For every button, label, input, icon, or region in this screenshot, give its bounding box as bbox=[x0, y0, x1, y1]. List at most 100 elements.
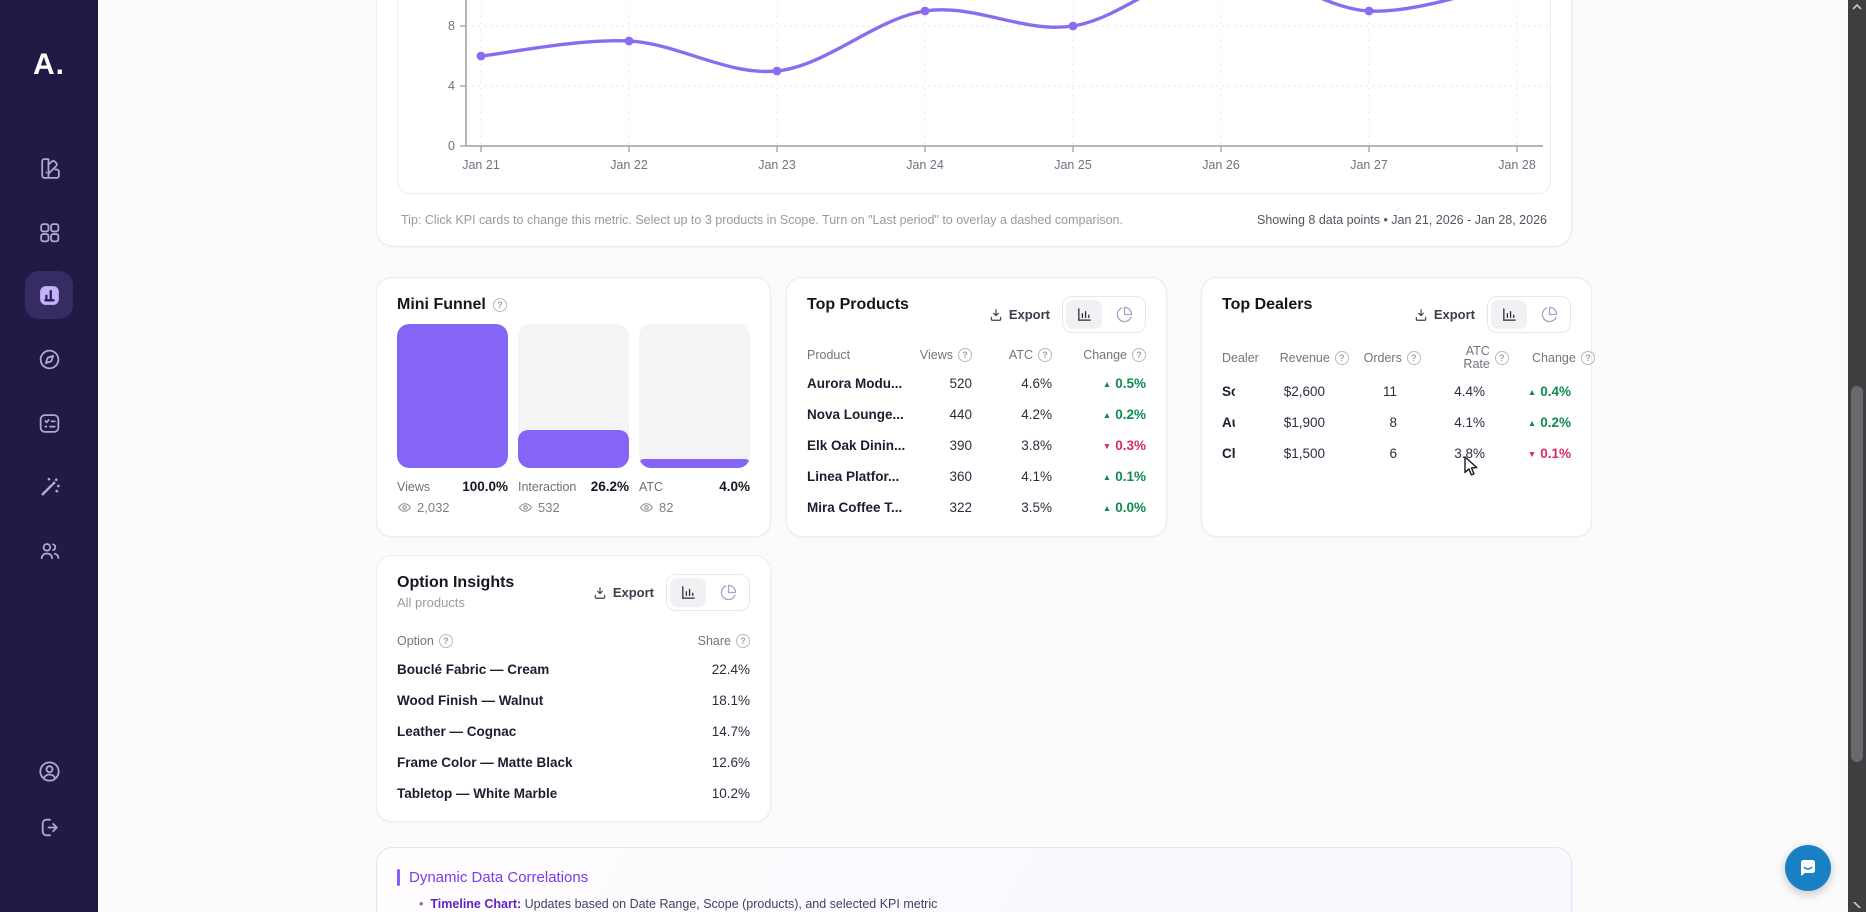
swatchbook-icon bbox=[40, 157, 60, 179]
option-name: Leather — Cognac bbox=[397, 724, 517, 739]
scroll-up-arrow[interactable] bbox=[1848, 0, 1866, 14]
option-insights-card: Option Insights All products Export bbox=[376, 555, 771, 822]
atc-value: 4.1% bbox=[1021, 469, 1052, 484]
eye-icon bbox=[518, 503, 533, 512]
export-button[interactable]: Export bbox=[593, 585, 654, 600]
help-icon[interactable] bbox=[1406, 351, 1421, 365]
help-icon[interactable] bbox=[1132, 348, 1146, 362]
table-row[interactable]: Chicago ... $1,500 6 3.8% ▼0.1% bbox=[1222, 438, 1571, 469]
table-header: Option Share bbox=[397, 628, 750, 654]
table-row[interactable]: Frame Color — Matte Black 12.6% bbox=[397, 747, 750, 778]
table-header: Product Views ATC Change bbox=[807, 342, 1146, 368]
top-products-title: Top Products bbox=[807, 296, 909, 313]
table-row[interactable]: Aurora Modu... 520 4.6% ▲ 0.5% bbox=[807, 368, 1146, 399]
table-row[interactable]: SoCal Ho... $2,600 11 4.4% ▲0.4% bbox=[1222, 376, 1571, 407]
change-value: ▼ 0.3% bbox=[1102, 438, 1146, 453]
pie-view-button[interactable] bbox=[710, 578, 746, 607]
table-row[interactable]: Mira Coffee T... 322 3.5% ▲ 0.0% bbox=[807, 492, 1146, 523]
help-icon[interactable] bbox=[1334, 351, 1349, 365]
top-products-card: Top Products Export bbox=[786, 277, 1167, 537]
table-row[interactable]: Bouclé Fabric — Cream 22.4% bbox=[397, 654, 750, 685]
mini-funnel-title: Mini Funnel bbox=[397, 296, 750, 314]
scrollbar-thumb[interactable] bbox=[1851, 386, 1863, 762]
svg-text:Jan 26: Jan 26 bbox=[1202, 158, 1240, 172]
sidebar-item-tasks[interactable] bbox=[25, 399, 73, 447]
sidebar-item-analytics-active[interactable] bbox=[25, 271, 73, 319]
triangle-up-icon: ▲ bbox=[1527, 418, 1537, 428]
scroll-down-arrow[interactable] bbox=[1848, 898, 1866, 912]
compass-icon bbox=[39, 349, 59, 369]
svg-text:Jan 28: Jan 28 bbox=[1498, 158, 1536, 172]
pie-chart-icon bbox=[1116, 306, 1132, 323]
export-button[interactable]: Export bbox=[989, 307, 1050, 322]
help-icon[interactable] bbox=[1494, 351, 1509, 365]
grid-icon bbox=[39, 222, 59, 242]
bar-view-button[interactable] bbox=[1066, 300, 1102, 329]
bar-view-button[interactable] bbox=[670, 578, 706, 607]
funnel-stage-label: Views bbox=[397, 480, 431, 494]
option-insights-table: Option Share Bouclé Fabric — Cream 22.4% W… bbox=[397, 628, 750, 809]
sidebar-item-explore[interactable] bbox=[25, 335, 73, 383]
download-icon bbox=[990, 308, 1002, 321]
funnel-stage-stats: Interaction 26.2% 532 bbox=[518, 479, 629, 515]
export-button[interactable]: Export bbox=[1414, 307, 1475, 322]
sidebar-item-profile[interactable] bbox=[25, 747, 73, 795]
help-icon[interactable] bbox=[958, 348, 972, 362]
option-insights-title: Option Insights bbox=[397, 574, 515, 591]
correlations-card: Dynamic Data Correlations • Timeline Char… bbox=[376, 847, 1572, 912]
triangle-down-icon: ▼ bbox=[1102, 441, 1112, 451]
checklist-icon bbox=[39, 413, 59, 433]
product-name: Linea Platfor... bbox=[807, 469, 900, 484]
chart-type-toggle bbox=[666, 574, 750, 611]
help-icon[interactable] bbox=[1038, 348, 1052, 362]
bar-chart-icon bbox=[39, 285, 59, 305]
user-circle-icon bbox=[38, 760, 60, 782]
sidebar-item-design[interactable] bbox=[25, 144, 73, 192]
accent-bar bbox=[397, 869, 400, 886]
pie-view-button[interactable] bbox=[1531, 300, 1567, 329]
revenue-value: $1,900 bbox=[1283, 415, 1325, 430]
atc-rate-value: 4.1% bbox=[1454, 415, 1485, 430]
table-row[interactable]: Nova Lounge... 440 4.2% ▲ 0.2% bbox=[807, 399, 1146, 430]
help-icon[interactable] bbox=[1580, 351, 1595, 365]
table-row[interactable]: Linea Platfor... 360 4.1% ▲ 0.1% bbox=[807, 461, 1146, 492]
sidebar-item-dashboard[interactable] bbox=[25, 208, 73, 256]
pie-chart-icon bbox=[1541, 306, 1557, 323]
triangle-up-icon: ▲ bbox=[1102, 410, 1112, 420]
table-row[interactable]: Elk Oak Dinin... 390 3.8% ▼ 0.3% bbox=[807, 430, 1146, 461]
bar-view-button[interactable] bbox=[1491, 300, 1527, 329]
table-row[interactable]: Leather — Cognac 14.7% bbox=[397, 716, 750, 747]
orders-value: 6 bbox=[1389, 446, 1397, 461]
views-value: 440 bbox=[949, 407, 972, 422]
table-row[interactable]: Wood Finish — Walnut 18.1% bbox=[397, 685, 750, 716]
svg-text:Jan 25: Jan 25 bbox=[1054, 158, 1092, 172]
svg-text:Jan 21: Jan 21 bbox=[462, 158, 500, 172]
top-dealers-card: Top Dealers Export bbox=[1201, 277, 1595, 537]
table-row[interactable]: Austin Mo... $1,900 8 4.1% ▲0.2% bbox=[1222, 407, 1571, 438]
dealer-name: Austin Mo... bbox=[1222, 415, 1235, 430]
option-name: Wood Finish — Walnut bbox=[397, 693, 544, 708]
triangle-down-icon: ▼ bbox=[1527, 449, 1537, 459]
help-icon[interactable] bbox=[492, 298, 507, 312]
option-name: Tabletop — White Marble bbox=[397, 786, 558, 801]
pie-view-button[interactable] bbox=[1106, 300, 1142, 329]
sidebar-item-customers[interactable] bbox=[25, 527, 73, 575]
chat-launcher-button[interactable] bbox=[1785, 845, 1831, 891]
triangle-up-icon: ▲ bbox=[1102, 472, 1112, 482]
orders-value: 11 bbox=[1382, 384, 1397, 399]
help-icon[interactable] bbox=[736, 634, 750, 648]
scrollbar[interactable] bbox=[1848, 0, 1866, 912]
sidebar-item-ai-assistant[interactable] bbox=[25, 463, 73, 511]
pie-chart-icon bbox=[720, 584, 736, 601]
svg-text:Jan 23: Jan 23 bbox=[758, 158, 796, 172]
change-value: ▲ 0.4% bbox=[1527, 384, 1571, 399]
funnel-stage-bar bbox=[397, 324, 508, 468]
funnel-stage-count: 82 bbox=[639, 500, 750, 515]
sidebar: A. bbox=[0, 0, 98, 912]
chart-summary-text: Showing 8 data points • Jan 21, 2026 - J… bbox=[1256, 213, 1547, 227]
table-row[interactable]: Tabletop — White Marble 10.2% bbox=[397, 778, 750, 809]
sidebar-item-logout[interactable] bbox=[25, 803, 73, 851]
help-icon[interactable] bbox=[438, 634, 453, 648]
